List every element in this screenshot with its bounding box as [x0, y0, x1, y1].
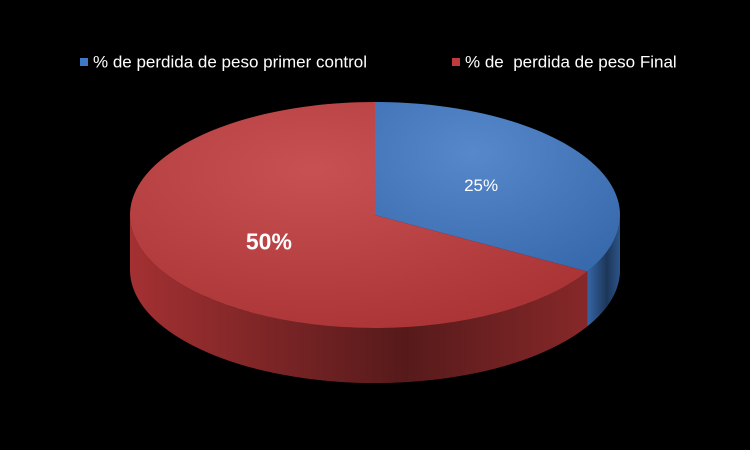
legend-label: % de perdida de peso Final [465, 52, 677, 71]
pie-slice-gloss [129, 102, 588, 328]
pie-side-shade [130, 215, 588, 383]
pie-slice-gloss [375, 102, 620, 272]
legend-swatch [452, 58, 460, 66]
data-label: 25% [464, 176, 498, 195]
data-label: 50% [246, 228, 292, 254]
legend-label: % de perdida de peso primer control [93, 52, 367, 71]
legend-swatch [80, 58, 88, 66]
pie-side-shade [587, 215, 620, 327]
